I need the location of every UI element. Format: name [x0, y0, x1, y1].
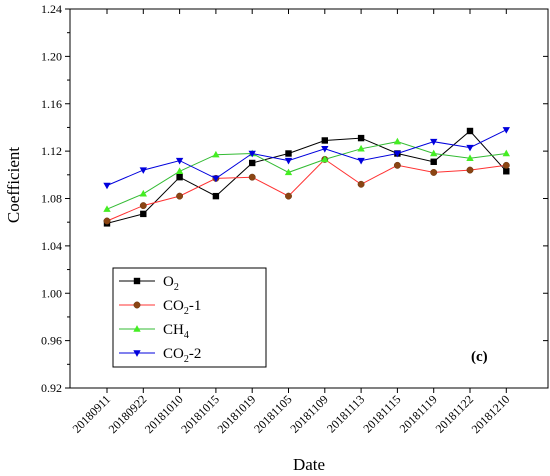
legend-swatch-marker — [133, 301, 141, 309]
data-point — [321, 155, 329, 163]
data-point — [466, 144, 474, 152]
data-point — [285, 150, 292, 157]
series-3 — [103, 127, 510, 190]
data-point — [430, 168, 438, 176]
data-point — [176, 192, 184, 200]
legend-swatch-marker — [133, 350, 141, 357]
x-tick-label: 20181113 — [324, 392, 367, 435]
series-lines — [103, 127, 510, 227]
legend-item: O2 — [119, 274, 179, 293]
legend-item: CO2-2 — [119, 346, 201, 365]
data-point — [430, 158, 437, 165]
x-tick-label: 20181210 — [469, 392, 513, 436]
data-point — [140, 210, 147, 218]
data-point — [175, 157, 184, 165]
x-tick-label: 20180922 — [106, 392, 150, 436]
data-point — [249, 159, 256, 167]
x-tick-label: 20181109 — [287, 392, 331, 436]
panel-label: (c) — [471, 349, 488, 365]
data-point — [175, 167, 184, 174]
data-point — [357, 144, 365, 152]
data-point — [357, 134, 365, 142]
data-point — [393, 150, 402, 158]
data-point — [393, 161, 401, 169]
data-point — [502, 127, 510, 134]
data-point — [284, 168, 293, 176]
x-tick-label: 20181122 — [433, 392, 477, 436]
legend-item: CO2-1 — [119, 298, 201, 317]
data-point — [321, 137, 328, 144]
data-point — [466, 166, 474, 174]
y-axis-label: Coefficient — [4, 147, 23, 223]
series-line — [106, 129, 507, 186]
x-tick-label: 20181105 — [251, 392, 295, 436]
data-point — [103, 182, 111, 190]
y-tick-label: 0.96 — [41, 334, 62, 348]
data-point — [248, 173, 256, 181]
y-tick-label: 1.12 — [41, 144, 62, 158]
data-point — [502, 149, 510, 157]
data-point — [139, 167, 147, 174]
legend-label: CO2-2 — [163, 346, 201, 365]
data-point — [503, 168, 510, 175]
x-axis-label: Date — [293, 455, 325, 474]
series-line — [106, 130, 507, 224]
x-tick-label: 20181015 — [178, 392, 222, 436]
series-line — [106, 141, 507, 210]
data-point — [430, 138, 438, 146]
legend-label: O2 — [163, 274, 179, 293]
y-tick-label: 1.08 — [41, 192, 62, 206]
data-point — [285, 192, 292, 200]
y-tick-label: 1.24 — [41, 2, 62, 16]
data-point — [357, 180, 365, 188]
legend-label: CO2-1 — [163, 298, 201, 317]
series-0 — [103, 127, 510, 227]
y-tick-label: 1.16 — [41, 97, 62, 111]
legend-swatch-marker — [133, 325, 141, 332]
x-tick-label: 20181010 — [142, 392, 186, 436]
legend: O2 CO2-1 CH4 CO2-2 — [112, 267, 267, 368]
data-point — [248, 150, 256, 158]
data-point — [103, 205, 111, 212]
legend-swatch-marker — [133, 277, 141, 285]
axes: 0.92 0.96 1.00 1.04 1.08 1.12 1.16 1.20 1.24 2018… — [41, 2, 549, 436]
data-point — [212, 175, 220, 183]
data-point — [466, 154, 474, 161]
y-tick-label: 1.04 — [41, 239, 62, 253]
data-point — [502, 161, 510, 169]
legend-label: CH4 — [163, 322, 189, 341]
y-tick-label: 0.92 — [41, 381, 62, 395]
y-tick-label: 1.20 — [41, 49, 62, 63]
data-point — [430, 149, 438, 157]
x-tick-label: 20181115 — [360, 392, 403, 435]
series-2 — [103, 137, 510, 212]
data-point — [176, 173, 183, 181]
legend-item: CH4 — [119, 322, 189, 341]
data-point — [212, 150, 220, 158]
y-tick-label: 1.00 — [41, 286, 62, 300]
series-line — [106, 158, 507, 222]
data-point — [212, 192, 220, 200]
x-tick-label: 20181019 — [214, 392, 258, 436]
data-point — [357, 157, 365, 165]
data-point — [393, 137, 402, 145]
x-tick-label: 20180911 — [70, 392, 114, 436]
data-point — [466, 127, 474, 135]
data-point — [139, 202, 147, 210]
data-point — [139, 189, 147, 197]
data-point — [103, 217, 111, 225]
data-point — [284, 157, 293, 165]
data-point — [321, 146, 329, 153]
x-tick-label: 20181119 — [397, 392, 440, 435]
